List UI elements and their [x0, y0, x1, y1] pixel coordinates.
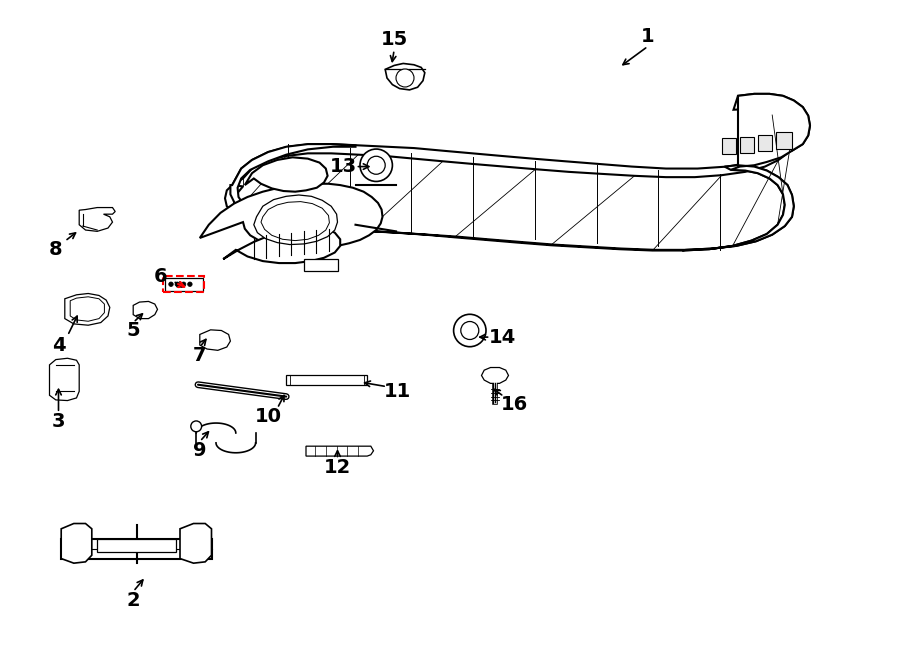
Text: 15: 15	[381, 30, 408, 49]
Circle shape	[367, 156, 385, 175]
Circle shape	[396, 69, 414, 87]
Circle shape	[454, 314, 486, 347]
Text: 13: 13	[330, 157, 357, 176]
Circle shape	[181, 282, 185, 286]
Polygon shape	[97, 539, 176, 552]
Circle shape	[188, 282, 193, 286]
Polygon shape	[304, 259, 338, 271]
Polygon shape	[200, 184, 382, 249]
Polygon shape	[79, 208, 115, 231]
Text: 9: 9	[194, 442, 207, 460]
Text: 7: 7	[194, 346, 207, 365]
Circle shape	[169, 282, 173, 286]
Polygon shape	[286, 375, 367, 385]
Text: 6: 6	[153, 267, 167, 286]
Text: 3: 3	[52, 412, 65, 431]
Polygon shape	[61, 539, 212, 559]
Polygon shape	[50, 358, 79, 401]
Bar	[758, 135, 772, 151]
Polygon shape	[232, 94, 810, 185]
Text: 11: 11	[384, 382, 411, 401]
Polygon shape	[230, 144, 356, 225]
Polygon shape	[682, 94, 810, 251]
Text: 10: 10	[255, 407, 282, 426]
Polygon shape	[482, 368, 508, 383]
Polygon shape	[385, 63, 425, 90]
Polygon shape	[225, 165, 794, 251]
Text: 8: 8	[49, 241, 63, 259]
Polygon shape	[65, 293, 110, 325]
Bar	[163, 276, 204, 292]
Polygon shape	[133, 301, 158, 319]
Polygon shape	[254, 195, 338, 245]
Polygon shape	[261, 202, 329, 241]
Circle shape	[360, 149, 392, 182]
Text: 5: 5	[126, 321, 140, 340]
Bar	[740, 137, 754, 153]
Circle shape	[461, 321, 479, 340]
Bar	[776, 132, 792, 149]
Text: 1: 1	[641, 27, 655, 46]
Circle shape	[175, 282, 180, 286]
Bar	[165, 278, 202, 291]
Circle shape	[191, 421, 202, 432]
Text: 14: 14	[489, 328, 516, 346]
Text: 4: 4	[51, 336, 66, 354]
Bar	[722, 138, 736, 154]
Polygon shape	[245, 157, 328, 192]
Polygon shape	[180, 524, 211, 563]
Text: 16: 16	[501, 395, 528, 414]
Text: 12: 12	[324, 459, 351, 477]
Polygon shape	[200, 330, 230, 350]
Polygon shape	[306, 446, 373, 456]
Polygon shape	[223, 227, 340, 263]
Polygon shape	[70, 297, 104, 321]
Text: 2: 2	[126, 591, 140, 609]
Polygon shape	[61, 524, 92, 563]
